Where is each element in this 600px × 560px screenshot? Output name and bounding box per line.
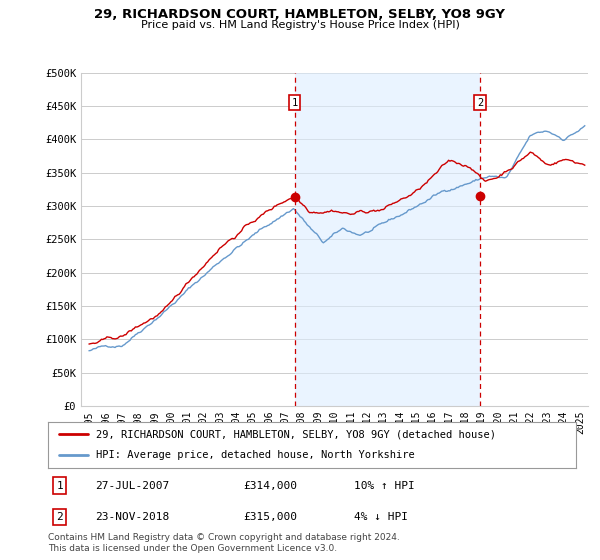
Text: 27-JUL-2007: 27-JUL-2007 bbox=[95, 480, 170, 491]
Text: 29, RICHARDSON COURT, HAMBLETON, SELBY, YO8 9GY: 29, RICHARDSON COURT, HAMBLETON, SELBY, … bbox=[95, 8, 505, 21]
Text: Price paid vs. HM Land Registry's House Price Index (HPI): Price paid vs. HM Land Registry's House … bbox=[140, 20, 460, 30]
Text: 29, RICHARDSON COURT, HAMBLETON, SELBY, YO8 9GY (detached house): 29, RICHARDSON COURT, HAMBLETON, SELBY, … bbox=[95, 429, 496, 439]
Text: 23-NOV-2018: 23-NOV-2018 bbox=[95, 512, 170, 522]
Text: HPI: Average price, detached house, North Yorkshire: HPI: Average price, detached house, Nort… bbox=[95, 450, 414, 460]
Text: Contains HM Land Registry data © Crown copyright and database right 2024.
This d: Contains HM Land Registry data © Crown c… bbox=[48, 533, 400, 553]
Text: £314,000: £314,000 bbox=[244, 480, 298, 491]
Text: 1: 1 bbox=[292, 98, 298, 108]
Text: 2: 2 bbox=[56, 512, 63, 522]
Text: 4% ↓ HPI: 4% ↓ HPI bbox=[354, 512, 408, 522]
Text: £315,000: £315,000 bbox=[244, 512, 298, 522]
Bar bbox=[295, 73, 480, 406]
Text: 1: 1 bbox=[56, 480, 63, 491]
Text: 10% ↑ HPI: 10% ↑ HPI bbox=[354, 480, 415, 491]
Text: 2: 2 bbox=[477, 98, 483, 108]
